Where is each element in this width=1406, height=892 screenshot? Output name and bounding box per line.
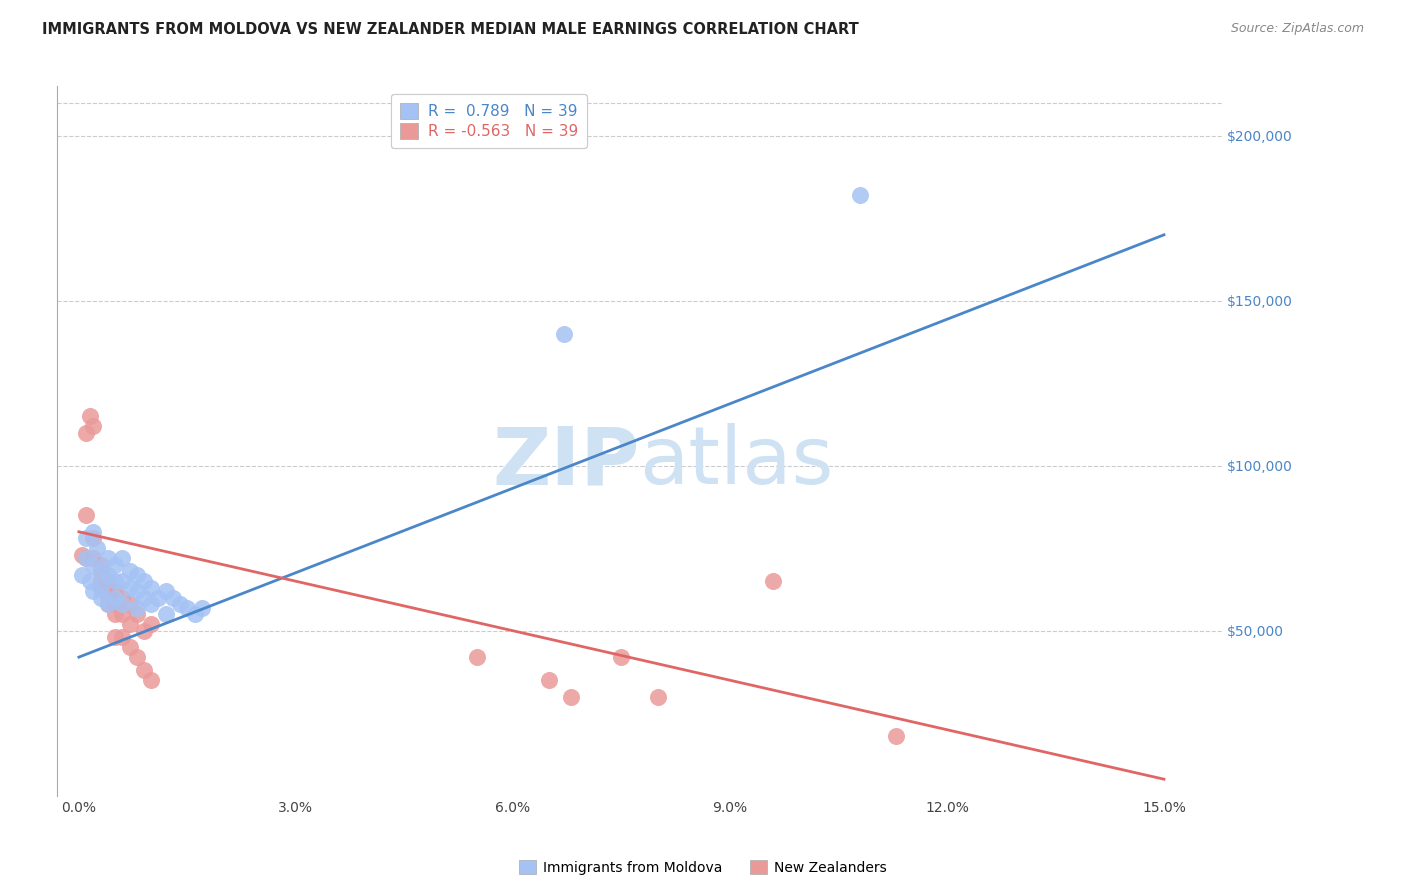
Point	[104, 591, 127, 605]
Point	[75, 551, 97, 566]
Point	[104, 598, 127, 612]
Point	[90, 581, 112, 595]
Point	[90, 591, 112, 605]
Point	[849, 188, 872, 202]
Point	[82, 532, 104, 546]
Point	[762, 574, 785, 589]
Point	[132, 663, 155, 677]
Point	[125, 600, 148, 615]
Point	[90, 565, 112, 579]
Point	[97, 598, 120, 612]
Point	[75, 551, 97, 566]
Text: ZIP: ZIP	[492, 424, 640, 501]
Point	[141, 617, 163, 632]
Point	[553, 326, 575, 341]
Point	[118, 581, 141, 595]
Point	[104, 558, 127, 572]
Point	[118, 598, 141, 612]
Point	[111, 598, 134, 612]
Point	[118, 640, 141, 655]
Point	[176, 600, 198, 615]
Point	[97, 584, 120, 599]
Point	[141, 598, 163, 612]
Point	[97, 574, 120, 589]
Point	[884, 729, 907, 743]
Point	[72, 548, 94, 562]
Point	[125, 567, 148, 582]
Point	[141, 673, 163, 688]
Point	[75, 508, 97, 523]
Point	[118, 617, 141, 632]
Point	[191, 600, 214, 615]
Point	[82, 584, 104, 599]
Point	[111, 574, 134, 589]
Point	[132, 574, 155, 589]
Point	[111, 607, 134, 622]
Point	[75, 532, 97, 546]
Point	[111, 631, 134, 645]
Point	[132, 591, 155, 605]
Point	[97, 591, 120, 605]
Point	[148, 591, 170, 605]
Point	[162, 591, 184, 605]
Point	[465, 650, 488, 665]
Point	[560, 690, 582, 704]
Point	[90, 558, 112, 572]
Point	[97, 551, 120, 566]
Point	[538, 673, 561, 688]
Point	[104, 631, 127, 645]
Point	[90, 565, 112, 579]
Point	[82, 551, 104, 566]
Point	[141, 581, 163, 595]
Point	[155, 584, 177, 599]
Point	[104, 584, 127, 599]
Point	[90, 574, 112, 589]
Point	[82, 558, 104, 572]
Text: atlas: atlas	[640, 424, 834, 501]
Point	[647, 690, 669, 704]
Point	[90, 581, 112, 595]
Legend: R =  0.789   N = 39, R = -0.563   N = 39: R = 0.789 N = 39, R = -0.563 N = 39	[391, 94, 588, 148]
Point	[97, 567, 120, 582]
Point	[169, 598, 191, 612]
Point	[79, 574, 101, 589]
Legend: Immigrants from Moldova, New Zealanders: Immigrants from Moldova, New Zealanders	[513, 855, 893, 880]
Point	[97, 598, 120, 612]
Point	[125, 607, 148, 622]
Point	[183, 607, 205, 622]
Point	[125, 650, 148, 665]
Point	[104, 574, 127, 589]
Point	[610, 650, 633, 665]
Point	[82, 419, 104, 434]
Text: Source: ZipAtlas.com: Source: ZipAtlas.com	[1230, 22, 1364, 36]
Text: IMMIGRANTS FROM MOLDOVA VS NEW ZEALANDER MEDIAN MALE EARNINGS CORRELATION CHART: IMMIGRANTS FROM MOLDOVA VS NEW ZEALANDER…	[42, 22, 859, 37]
Point	[125, 584, 148, 599]
Point	[155, 607, 177, 622]
Point	[111, 591, 134, 605]
Point	[132, 624, 155, 638]
Point	[111, 551, 134, 566]
Point	[75, 425, 97, 440]
Point	[82, 524, 104, 539]
Point	[104, 607, 127, 622]
Point	[86, 541, 108, 556]
Point	[118, 565, 141, 579]
Point	[79, 409, 101, 424]
Point	[72, 567, 94, 582]
